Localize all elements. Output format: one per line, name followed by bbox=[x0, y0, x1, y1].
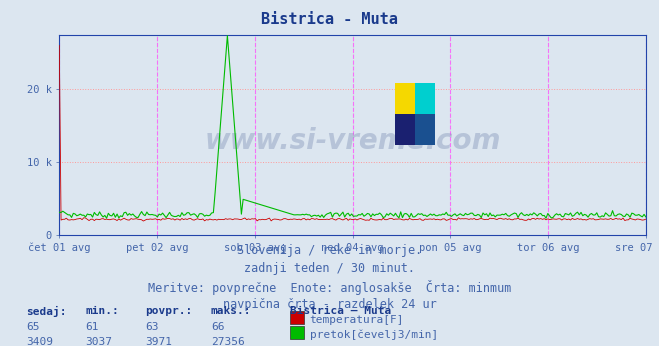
Text: 3971: 3971 bbox=[145, 337, 172, 346]
Text: maks.:: maks.: bbox=[211, 306, 251, 316]
Text: www.si-vreme.com: www.si-vreme.com bbox=[204, 127, 501, 155]
Text: Slovenija / reke in morje.: Slovenija / reke in morje. bbox=[237, 244, 422, 257]
Text: min.:: min.: bbox=[86, 306, 119, 316]
Text: zadnji teden / 30 minut.: zadnji teden / 30 minut. bbox=[244, 262, 415, 275]
Text: povpr.:: povpr.: bbox=[145, 306, 192, 316]
Text: navpična črta - razdelek 24 ur: navpična črta - razdelek 24 ur bbox=[223, 298, 436, 311]
Text: 63: 63 bbox=[145, 322, 158, 333]
Bar bbox=[415, 83, 435, 114]
Text: Bistrica – Muta: Bistrica – Muta bbox=[290, 306, 391, 316]
Bar bbox=[415, 114, 435, 145]
Bar bbox=[395, 114, 415, 145]
Text: pretok[čevelj3/min]: pretok[čevelj3/min] bbox=[310, 329, 438, 340]
Text: Meritve: povprečne  Enote: anglosakše  Črta: minmum: Meritve: povprečne Enote: anglosakše Črt… bbox=[148, 280, 511, 295]
Text: 3409: 3409 bbox=[26, 337, 53, 346]
Text: 66: 66 bbox=[211, 322, 224, 333]
Text: 65: 65 bbox=[26, 322, 40, 333]
Text: sedaj:: sedaj: bbox=[26, 306, 67, 317]
Text: temperatura[F]: temperatura[F] bbox=[310, 315, 404, 325]
Text: 3037: 3037 bbox=[86, 337, 113, 346]
Text: Bistrica - Muta: Bistrica - Muta bbox=[261, 12, 398, 27]
Text: 61: 61 bbox=[86, 322, 99, 333]
Text: 27356: 27356 bbox=[211, 337, 244, 346]
Bar bbox=[395, 83, 415, 114]
